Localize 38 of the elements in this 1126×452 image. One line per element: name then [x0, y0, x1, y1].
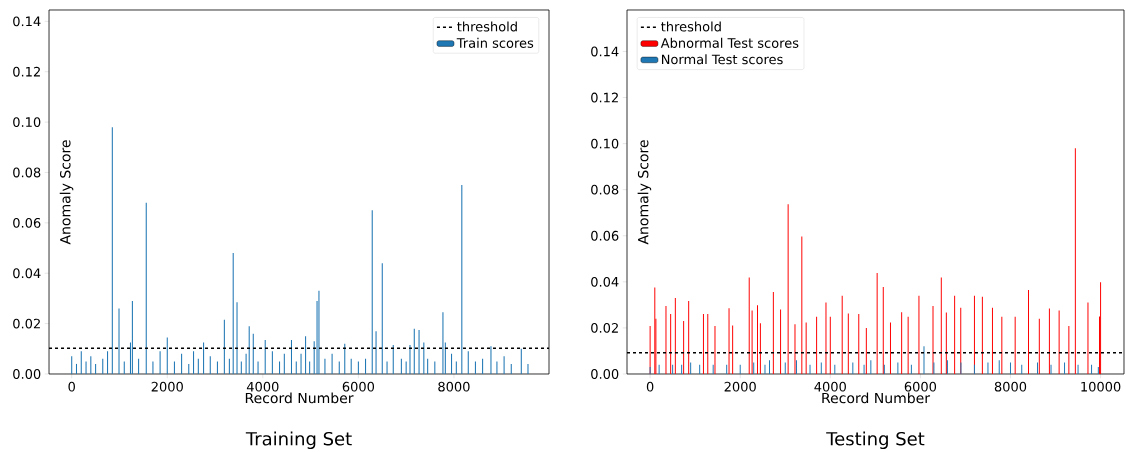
text: Testing Set	[826, 431, 925, 449]
x-tick-label: 2000	[724, 381, 756, 392]
x-tick-label: 2000	[151, 381, 183, 392]
y-tick-label: 0.08	[591, 184, 619, 195]
text: Training Set	[245, 431, 352, 449]
y-tick-label: 0.06	[591, 230, 619, 241]
legend-label: Train scores	[456, 37, 534, 48]
legend-label: threshold	[661, 21, 721, 32]
y-tick-label: 0.02	[13, 318, 40, 329]
y-axis-title: Anomaly Score	[59, 140, 74, 245]
x-axis-title: Record Number	[822, 392, 931, 404]
legend-label: threshold	[457, 21, 517, 32]
y-tick-label: 0.08	[13, 167, 41, 178]
x-tick-label: 4000	[246, 381, 279, 392]
y-tick-label: 0.10	[13, 117, 41, 128]
x-tick-label: 0	[646, 381, 654, 392]
y-tick-label: 0.12	[13, 66, 40, 77]
y-tick-label: 0.14	[591, 46, 619, 57]
legend-label: Abnormal Test scores	[660, 37, 799, 48]
x-axis-title: Record Number	[245, 392, 354, 404]
y-tick-label: 0.02	[591, 323, 618, 333]
y-tick-label: 0.10	[591, 138, 619, 149]
y-tick-label: 0.00	[591, 369, 619, 379]
y-tick-label: 0.12	[591, 92, 618, 103]
x-tick-label: 8000	[438, 381, 470, 392]
y-tick-label: 0.04	[13, 268, 41, 279]
x-tick-label: 8000	[994, 381, 1027, 392]
x-tick-label: 0	[68, 381, 75, 392]
y-tick-label: 0.06	[13, 217, 41, 228]
legend-label: Normal Test scores	[661, 54, 783, 65]
y-tick-label: 0.00	[13, 369, 41, 379]
y-tick-label: 0.14	[13, 16, 41, 27]
x-tick-label: 6000	[342, 381, 375, 392]
x-tick-label: 6000	[904, 381, 937, 392]
y-axis-title: Anomaly Score	[637, 140, 652, 245]
x-tick-label: 4000	[814, 381, 846, 392]
x-tick-label: 10000	[1081, 381, 1121, 392]
y-tick-label: 0.04	[591, 276, 619, 287]
